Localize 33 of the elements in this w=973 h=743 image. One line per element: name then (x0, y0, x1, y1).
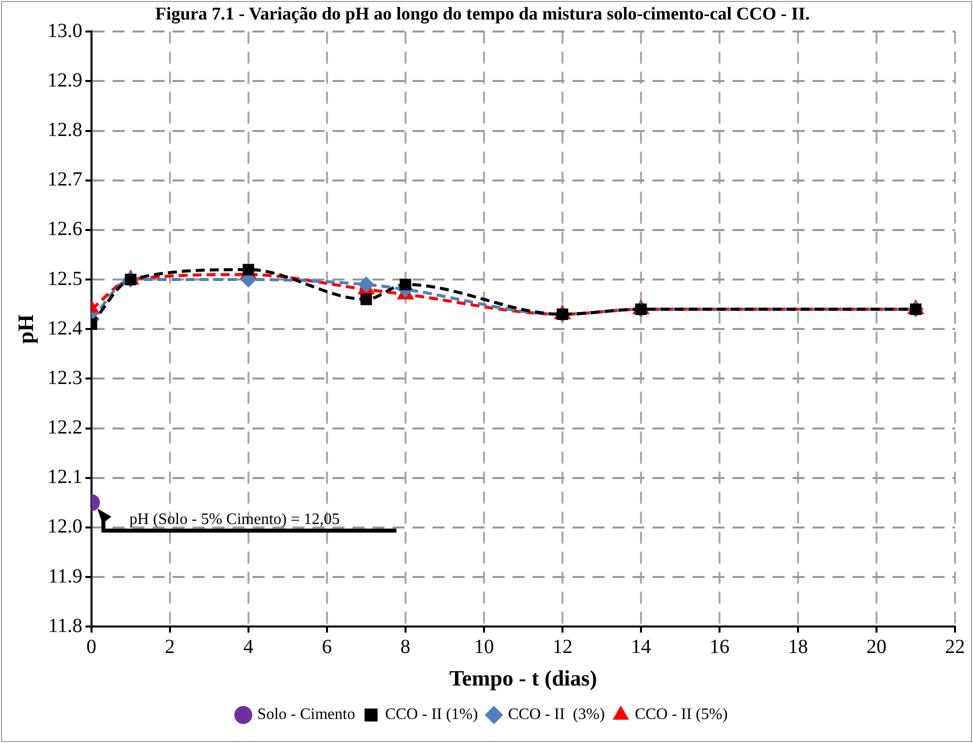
annotation: pH (Solo - 5% Cimento) = 12,05 (129, 510, 340, 528)
x-tick-label: 0 (86, 636, 96, 658)
y-tick-label: 12.4 (47, 317, 82, 340)
x-tick-label: 14 (630, 636, 651, 658)
y-tick-label: 11.9 (48, 565, 82, 588)
y-tick-label: 12.0 (47, 516, 82, 538)
y-tick-label: 12.6 (47, 218, 82, 240)
x-tick-label: 18 (788, 636, 808, 658)
x-tick-label: 2 (164, 636, 175, 658)
y-tick-label: 13.0 (47, 20, 82, 42)
y-tick-label: 12.3 (47, 366, 82, 389)
x-tick-label: 12 (552, 636, 572, 658)
chart-title: Figura 7.1 - Variação do pH ao longo do tempo da mistura solo-cimento-cal CCO - II. (155, 3, 810, 24)
legend-label: CCO - II (1%) (385, 706, 478, 724)
y-tick-label: 12.8 (47, 119, 82, 142)
x-tick-label: 22 (945, 636, 965, 658)
x-tick-label: 4 (243, 636, 254, 658)
y-tick-label: 12.1 (47, 466, 82, 488)
y-tick-label: 11.8 (48, 614, 82, 637)
y-tick-label: 12.5 (47, 268, 82, 290)
legend-label: CCO - II (3%) (508, 706, 605, 724)
x-tick-label: 20 (866, 636, 886, 658)
y-tick-label: 12.7 (47, 168, 82, 191)
legend-label: CCO - II (5%) (634, 706, 728, 724)
x-tick-label: 16 (709, 636, 730, 658)
y-tick-label: 12.2 (47, 416, 82, 439)
x-tick-label: 8 (400, 636, 410, 658)
y-axis-title: pH (12, 314, 38, 344)
legend-label: Solo - Cimento (257, 706, 356, 724)
x-tick-label: 10 (474, 636, 494, 658)
x-tick-label: 6 (322, 636, 332, 658)
y-tick-label: 12.9 (47, 69, 82, 92)
x-axis-title: Tempo - t (dias) (449, 665, 598, 690)
